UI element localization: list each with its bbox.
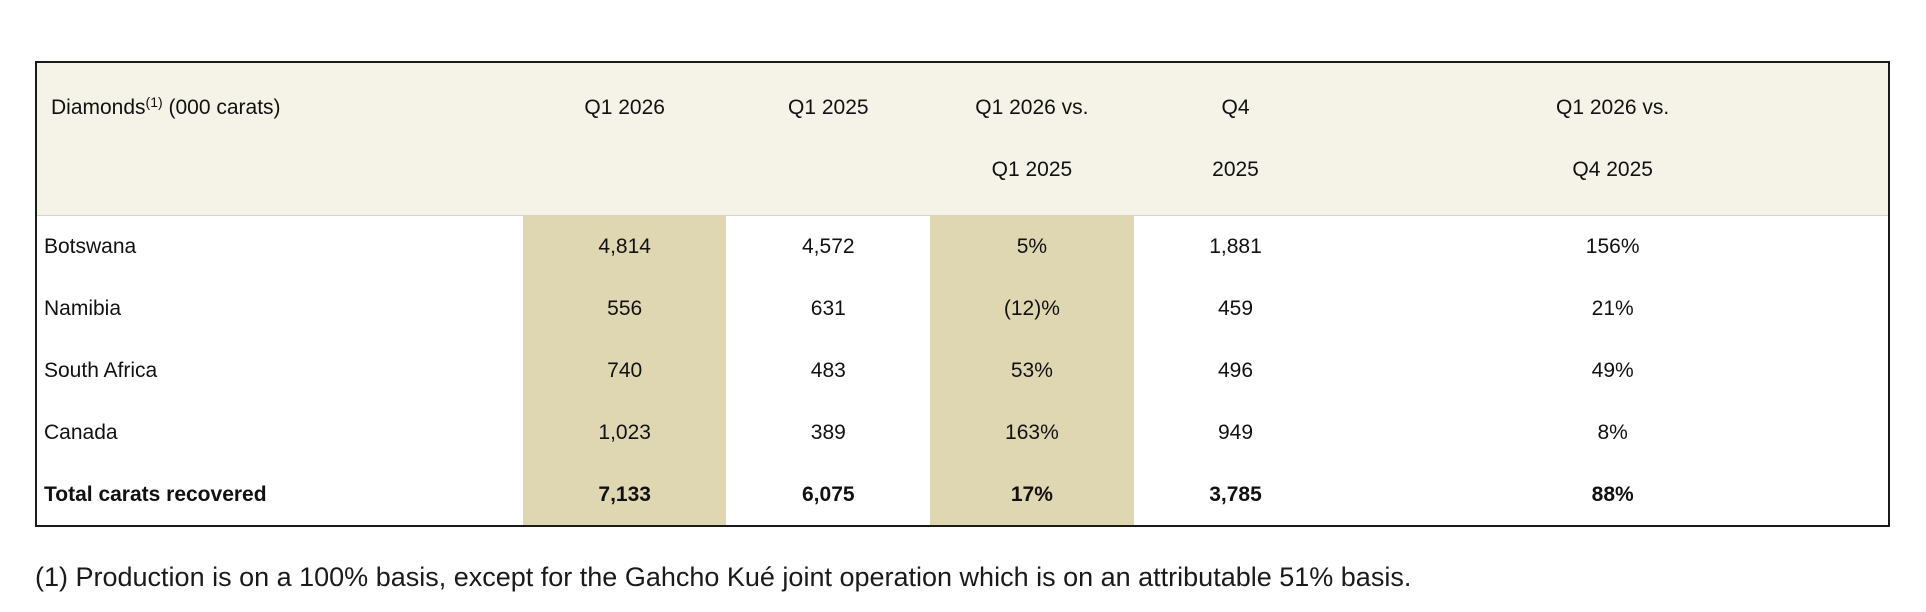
row-label: Botswana bbox=[44, 235, 137, 258]
cell-q4-2025: 1,881 bbox=[1209, 235, 1262, 258]
header-col-line2: 2025 bbox=[1212, 158, 1259, 181]
footnote: (1) Production is on a 100% basis, excep… bbox=[35, 562, 1412, 592]
header-row: Diamonds(1) (000 carats) Q1 2026 Q1 2025… bbox=[37, 63, 1888, 216]
cell-q1-2025: 4,572 bbox=[802, 235, 855, 258]
cell-q1-2026: 556 bbox=[522, 278, 727, 340]
header-col-line2 bbox=[726, 139, 930, 201]
table-row-south-africa: South Africa 740 483 53% 496 49% bbox=[37, 340, 1888, 402]
row-label: South Africa bbox=[44, 359, 158, 382]
header-col-line2: Q1 2025 bbox=[991, 158, 1073, 181]
cell-q1-vs-q1: (12)% bbox=[930, 278, 1134, 340]
header-col-line1: Q4 bbox=[1221, 96, 1250, 119]
header-col-line1: Q1 2026 vs. bbox=[975, 96, 1089, 119]
header-label-line: Diamonds(1) (000 carats) bbox=[51, 77, 523, 139]
header-col-line2: Q4 2025 bbox=[1572, 158, 1653, 181]
header-col-line1: Q1 2026 bbox=[584, 96, 665, 119]
header-col-line1: Q1 2026 vs. bbox=[1556, 96, 1670, 119]
cell-q4-2025: 459 bbox=[1217, 297, 1254, 320]
cell-q4-2025: 3,785 bbox=[1209, 483, 1262, 506]
cell-q1-vs-q4: 88% bbox=[1591, 483, 1634, 506]
header-col-q1-2026-vs-q4-2025: Q1 2026 vs. Q4 2025 bbox=[1337, 63, 1888, 216]
table-row-namibia: Namibia 556 631 (12)% 459 21% bbox=[37, 278, 1888, 340]
row-label: Total carats recovered bbox=[44, 483, 267, 506]
header-col-q1-2025: Q1 2025 bbox=[726, 63, 931, 216]
header-col-q4-2025: Q4 2025 bbox=[1133, 63, 1338, 216]
table-header: Diamonds(1) (000 carats) Q1 2026 Q1 2025… bbox=[37, 63, 1888, 216]
header-label-unit: (000 carats) bbox=[162, 96, 281, 119]
cell-q1-vs-q4: 156% bbox=[1585, 235, 1640, 258]
cell-q1-2026: 740 bbox=[522, 340, 727, 402]
cell-q1-vs-q1: 53% bbox=[930, 340, 1134, 402]
cell-q1-2025: 6,075 bbox=[802, 483, 855, 506]
row-label: Namibia bbox=[44, 297, 122, 320]
header-col-line1: Q1 2025 bbox=[788, 96, 869, 119]
row-label: Canada bbox=[44, 421, 118, 444]
header-label: Diamonds bbox=[51, 96, 146, 119]
cell-q1-2025: 483 bbox=[810, 359, 846, 382]
footnote-marker: (1) bbox=[145, 94, 163, 110]
diamond-production-table-frame: Diamonds(1) (000 carats) Q1 2026 Q1 2025… bbox=[35, 61, 1890, 527]
cell-q1-vs-q1: 5% bbox=[930, 215, 1134, 278]
cell-q1-2025: 389 bbox=[810, 421, 846, 444]
cell-q4-2025: 496 bbox=[1217, 359, 1254, 382]
cell-q1-vs-q1: 163% bbox=[930, 402, 1134, 464]
table-body: Botswana 4,814 4,572 5% 1,881 156% Namib… bbox=[37, 215, 1888, 525]
cell-q1-2026: 7,133 bbox=[522, 464, 727, 525]
cell-q1-2026: 1,023 bbox=[522, 402, 727, 464]
cell-q1-2026: 4,814 bbox=[522, 215, 727, 278]
cell-q1-2025: 631 bbox=[810, 297, 846, 320]
header-col-q1-2026-vs-q1-2025: Q1 2026 vs. Q1 2025 bbox=[930, 63, 1134, 216]
cell-q1-vs-q4: 8% bbox=[1597, 421, 1628, 444]
header-label-cell: Diamonds(1) (000 carats) bbox=[37, 63, 523, 216]
table-row-canada: Canada 1,023 389 163% 949 8% bbox=[37, 402, 1888, 464]
header-col-q1-2026: Q1 2026 bbox=[522, 63, 727, 216]
diamond-production-table: Diamonds(1) (000 carats) Q1 2026 Q1 2025… bbox=[37, 63, 1888, 525]
table-row-total: Total carats recovered 7,133 6,075 17% 3… bbox=[37, 464, 1888, 525]
cell-q1-vs-q4: 21% bbox=[1591, 297, 1634, 320]
cell-q1-vs-q1: 17% bbox=[930, 464, 1134, 525]
cell-q4-2025: 949 bbox=[1217, 421, 1254, 444]
header-col-line2 bbox=[523, 139, 727, 201]
table-row-botswana: Botswana 4,814 4,572 5% 1,881 156% bbox=[37, 215, 1888, 278]
cell-q1-vs-q4: 49% bbox=[1591, 359, 1634, 382]
